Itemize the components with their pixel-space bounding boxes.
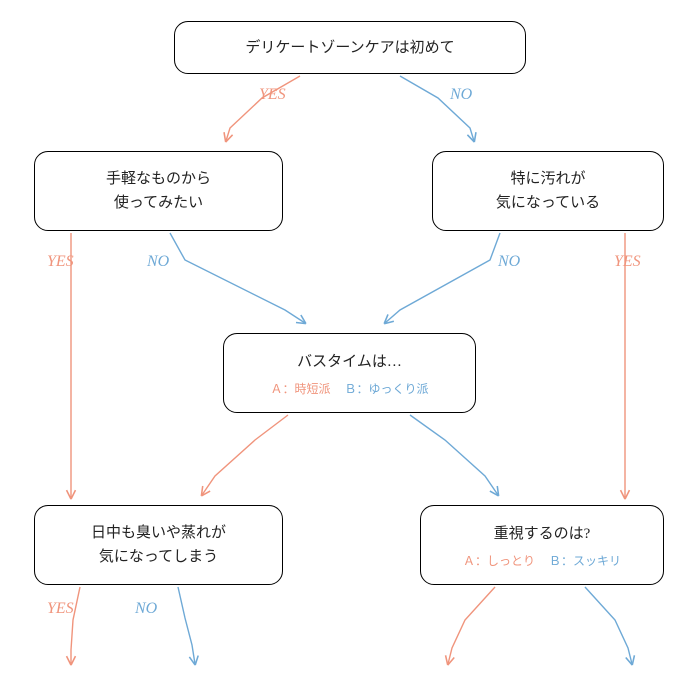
question-dirt-concern: 特に汚れが気になっている: [432, 151, 664, 231]
edge-label-no: NO: [498, 253, 520, 271]
node-text-line: デリケートゾーンケアは初めて: [245, 36, 454, 60]
question-first-time: デリケートゾーンケアは初めて: [174, 21, 526, 74]
question-priority: 重視するのは? Ａ：しっとり Ｂ：スッキリ: [420, 505, 664, 585]
flow-edge: [385, 233, 500, 323]
node-text-line: バスタイムは…: [297, 350, 402, 374]
edge-label-yes: YES: [47, 253, 74, 271]
edge-label-yes: YES: [47, 600, 74, 618]
node-option: Ａ：時短派: [270, 380, 330, 397]
flow-edge: [170, 233, 305, 323]
node-option: Ａ：しっとり: [463, 552, 535, 569]
flow-edge: [585, 587, 632, 664]
question-bathtime: バスタイムは… Ａ：時短派 Ｂ：ゆっくり派: [223, 333, 476, 413]
node-option: Ｂ：スッキリ: [549, 552, 621, 569]
question-daytime-odor: 日中も臭いや蒸れが気になってしまう: [34, 505, 283, 585]
edge-label-yes: YES: [614, 253, 641, 271]
edge-label-no: NO: [450, 86, 472, 104]
edge-label-yes: YES: [259, 86, 286, 104]
edge-label-no: NO: [135, 600, 157, 618]
flow-edge: [202, 415, 288, 495]
flow-edge: [410, 415, 498, 495]
edge-label-no: NO: [147, 253, 169, 271]
question-want-easy: 手軽なものから使ってみたい: [34, 151, 283, 231]
node-text-line: 手軽なものから: [106, 167, 211, 191]
node-options: Ａ：時短派 Ｂ：ゆっくり派: [270, 380, 428, 397]
node-text-line: 使ってみたい: [114, 191, 203, 215]
flow-edge: [448, 587, 495, 664]
node-options: Ａ：しっとり Ｂ：スッキリ: [463, 552, 621, 569]
node-text-line: 特に汚れが: [510, 167, 585, 191]
flow-edge: [178, 587, 195, 664]
node-text-line: 日中も臭いや蒸れが: [91, 521, 226, 545]
node-text-line: 気になってしまう: [99, 545, 218, 569]
node-text-line: 気になっている: [496, 191, 600, 215]
node-option: Ｂ：ゆっくり派: [345, 380, 429, 397]
flow-edge: [71, 587, 80, 664]
node-text-line: 重視するのは?: [494, 522, 591, 546]
